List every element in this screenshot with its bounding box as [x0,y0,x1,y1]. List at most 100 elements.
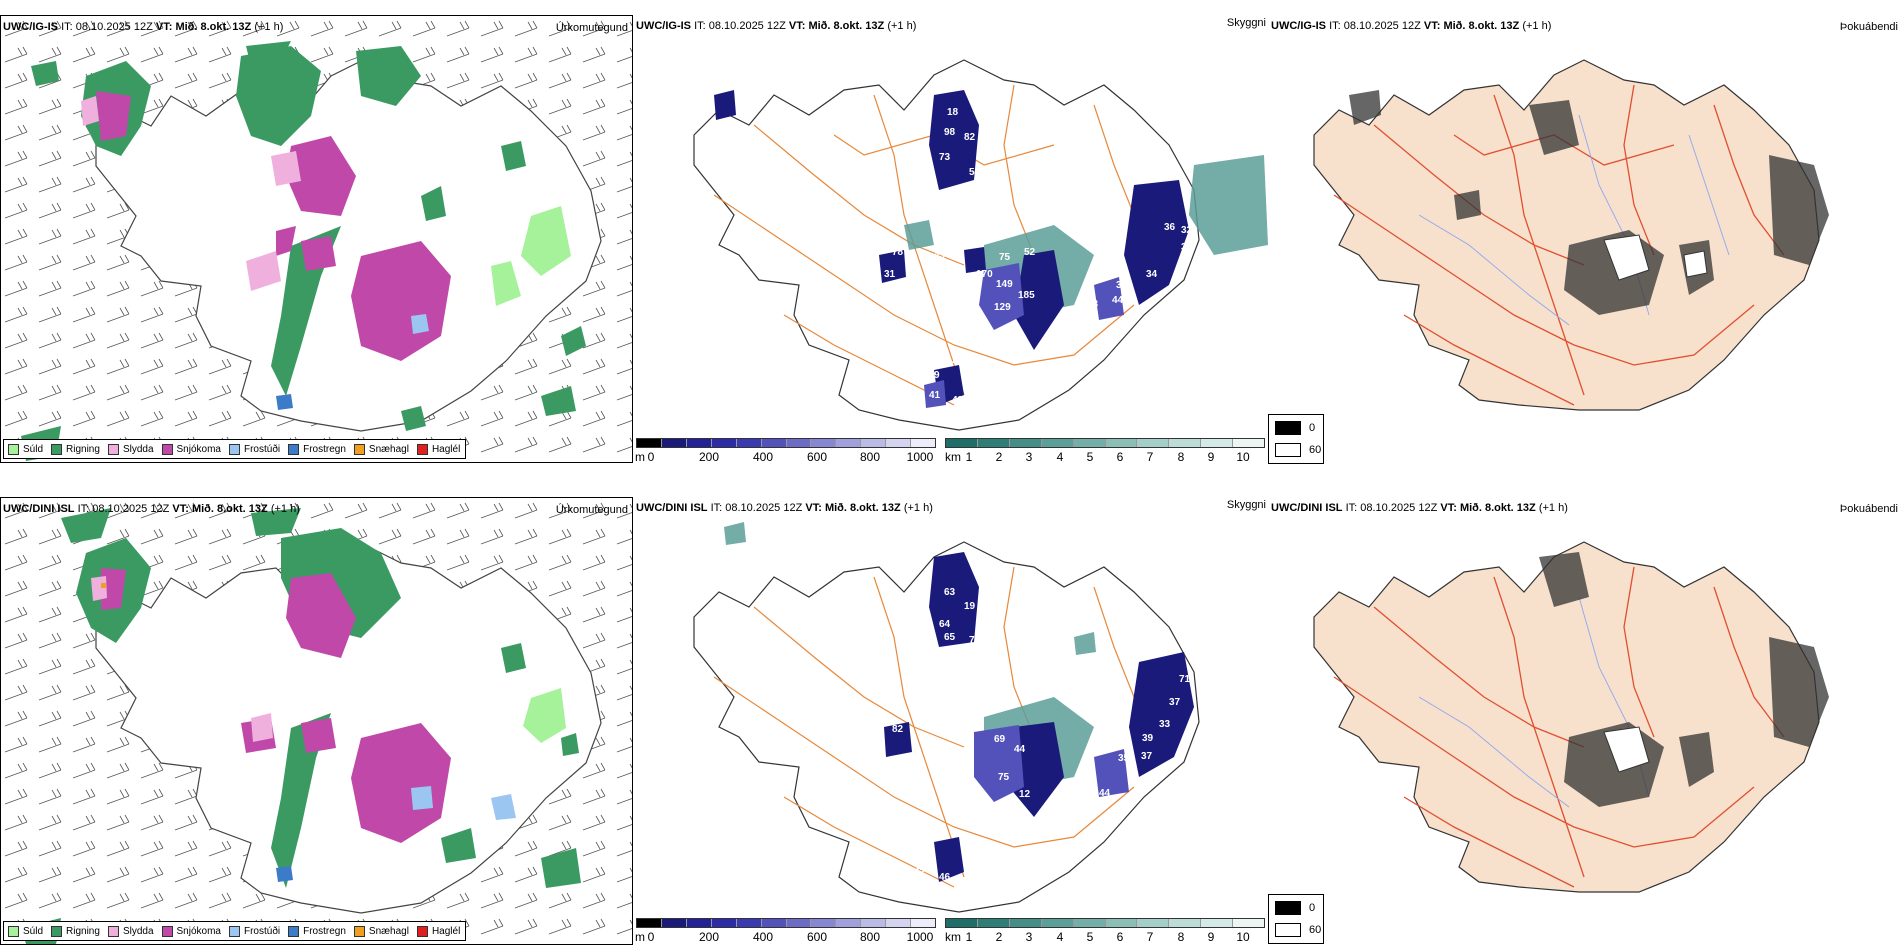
height-swatch-5 [761,919,787,927]
fog-panel-row2: UWC/DINI ISL IT: 08.10.2025 12Z VT: Mið.… [1269,497,1900,895]
cloud-num: 43 [1087,299,1099,310]
height-unit: m [635,450,645,464]
tick: 7 [1146,450,1154,464]
tick: 600 [806,930,828,944]
cloud-panel-row1: 18 98 73 82 58 95 77 75 45 31 78 170 149… [634,15,1268,463]
km-swatch-1 [977,439,1010,447]
km-swatch-4 [1073,919,1106,927]
tick: 1 [965,930,973,944]
tick: 1 [965,450,973,464]
tick: 2 [995,450,1003,464]
swatch-slydda [107,443,119,455]
height-colorbar-swatches [636,438,936,448]
height-swatch-8 [836,919,862,927]
cloud-num: 9 [934,370,940,381]
height-swatch-3 [711,439,737,447]
iceland-outline [693,541,1200,913]
swatch-slydda [107,925,119,937]
fog-legend-item-60: 60 [1275,923,1321,937]
km-colorbar-row1: km 1 2 3 4 5 6 7 8 9 10 [945,438,1265,472]
km-colorbar-labels: km 1 2 3 4 5 6 7 8 9 10 [945,448,1265,464]
panel-header-row1-precip: UWC/IG-IS IT: 08.10.2025 12Z VT: Mið. 8.… [3,21,284,33]
tick: 10 [1236,930,1250,944]
km-swatch-6 [1137,919,1170,927]
km-swatch-2 [1009,439,1042,447]
swatch-rigning [51,443,63,455]
height-swatch-9 [861,919,887,927]
tick: 600 [806,450,828,464]
tick: 6 [1116,930,1124,944]
cloud-num: 73 [939,152,951,163]
cloud-num: 34 [1146,269,1158,280]
fog-swatch-white [1275,443,1301,457]
cloud-num: 185 [1018,290,1035,301]
cloud-num: 69 [994,734,1006,745]
tick: 800 [859,450,881,464]
tick: 0 [647,450,655,464]
cloud-num: 71 [969,635,981,646]
cloud-num: 33 [1159,719,1171,730]
km-unit: km [945,930,961,944]
height-swatch-9 [861,439,887,447]
cloud-num: 77 [974,182,986,193]
swatch-haglel [416,925,428,937]
km-swatch-2 [1009,919,1042,927]
legend-item-snjokoma: Snjókoma [161,443,221,455]
iceland-outline [95,542,602,914]
cloud-num: 129 [994,302,1011,313]
height-swatch-8 [836,439,862,447]
cloud-num: 38 [1181,242,1193,253]
km-swatch-7 [1169,919,1202,927]
km-swatch-0 [946,439,978,447]
swatch-frostregn [288,443,300,455]
tick: 9 [1207,930,1215,944]
legend-item-slydda: Slydda [107,443,154,455]
cloud-num: 65 [944,632,956,643]
tick: 400 [752,450,774,464]
km-swatch-5 [1105,919,1138,927]
height-swatch-1 [661,439,687,447]
cloud-num: 71 [1179,674,1191,685]
precip-type-panel-row2: UWC/DINI ISL IT: 08.10.2025 12Z VT: Mið.… [0,497,633,945]
precip-type-map-row2 [1,498,632,944]
cloud-panel-row2: 63 64 65 19 71 82 79 44 69 75 12 23 52 4… [634,497,1268,917]
fog-panel-row1: UWC/IG-IS IT: 08.10.2025 12Z VT: Mið. 8.… [1269,15,1900,415]
km-swatch-9 [1233,919,1265,927]
cloud-num: 44 [1014,744,1026,755]
precip-type-panel-row1: UWC/IG-IS IT: 08.10.2025 12Z VT: Mið. 8.… [0,15,633,463]
tick: 200 [698,930,720,944]
tick: 5 [1086,930,1094,944]
precip-legend-row2: Súld Rigning Slydda Snjókoma Frostúði Fr… [3,921,466,941]
km-swatch-5 [1105,439,1138,447]
cloud-num: 52 [1024,247,1036,258]
cloud-num: 36 [1164,222,1176,233]
cloud-num: 75 [998,772,1010,783]
cloud-num: 44 [1099,788,1111,799]
height-colorbar-labels: m 0 200 400 600 800 1000 [635,448,936,464]
legend-item-snaehagl: Snæhagl [353,443,409,455]
swatch-snaehagl [353,443,365,455]
iceland-outline [1313,541,1820,893]
cloud-title-row1: Skyggni [1226,17,1266,29]
cloud-num: 43 [952,395,964,406]
height-swatch-10 [886,439,912,447]
km-colorbar-row2: km 1 2 3 4 5 6 7 8 9 10 [945,918,1265,952]
height-swatch-10 [886,919,912,927]
cloud-num: 18 [947,107,959,118]
cloud-num: 37 [1169,697,1181,708]
height-swatch-2 [686,919,712,927]
tick: 1000 [906,450,934,464]
height-swatch-4 [736,919,762,927]
height-colorbar-row1: m 0 200 400 600 800 1000 [635,438,936,472]
km-colorbar-swatches [945,438,1265,448]
tick: 5 [1086,450,1094,464]
precip-legend-row1: Súld Rigning Slydda Snjókoma Frostúði Fr… [3,439,466,459]
iceland-outline [693,59,1200,431]
height-swatch-1 [661,919,687,927]
legend-item-sudl: Súld [8,443,43,455]
legend-item-rigning: Rigning [51,925,100,937]
legend-item-rigning: Rigning [51,443,100,455]
tick: 0 [647,930,655,944]
km-swatch-8 [1201,919,1234,927]
fog-legend-item-0: 0 [1275,901,1315,915]
